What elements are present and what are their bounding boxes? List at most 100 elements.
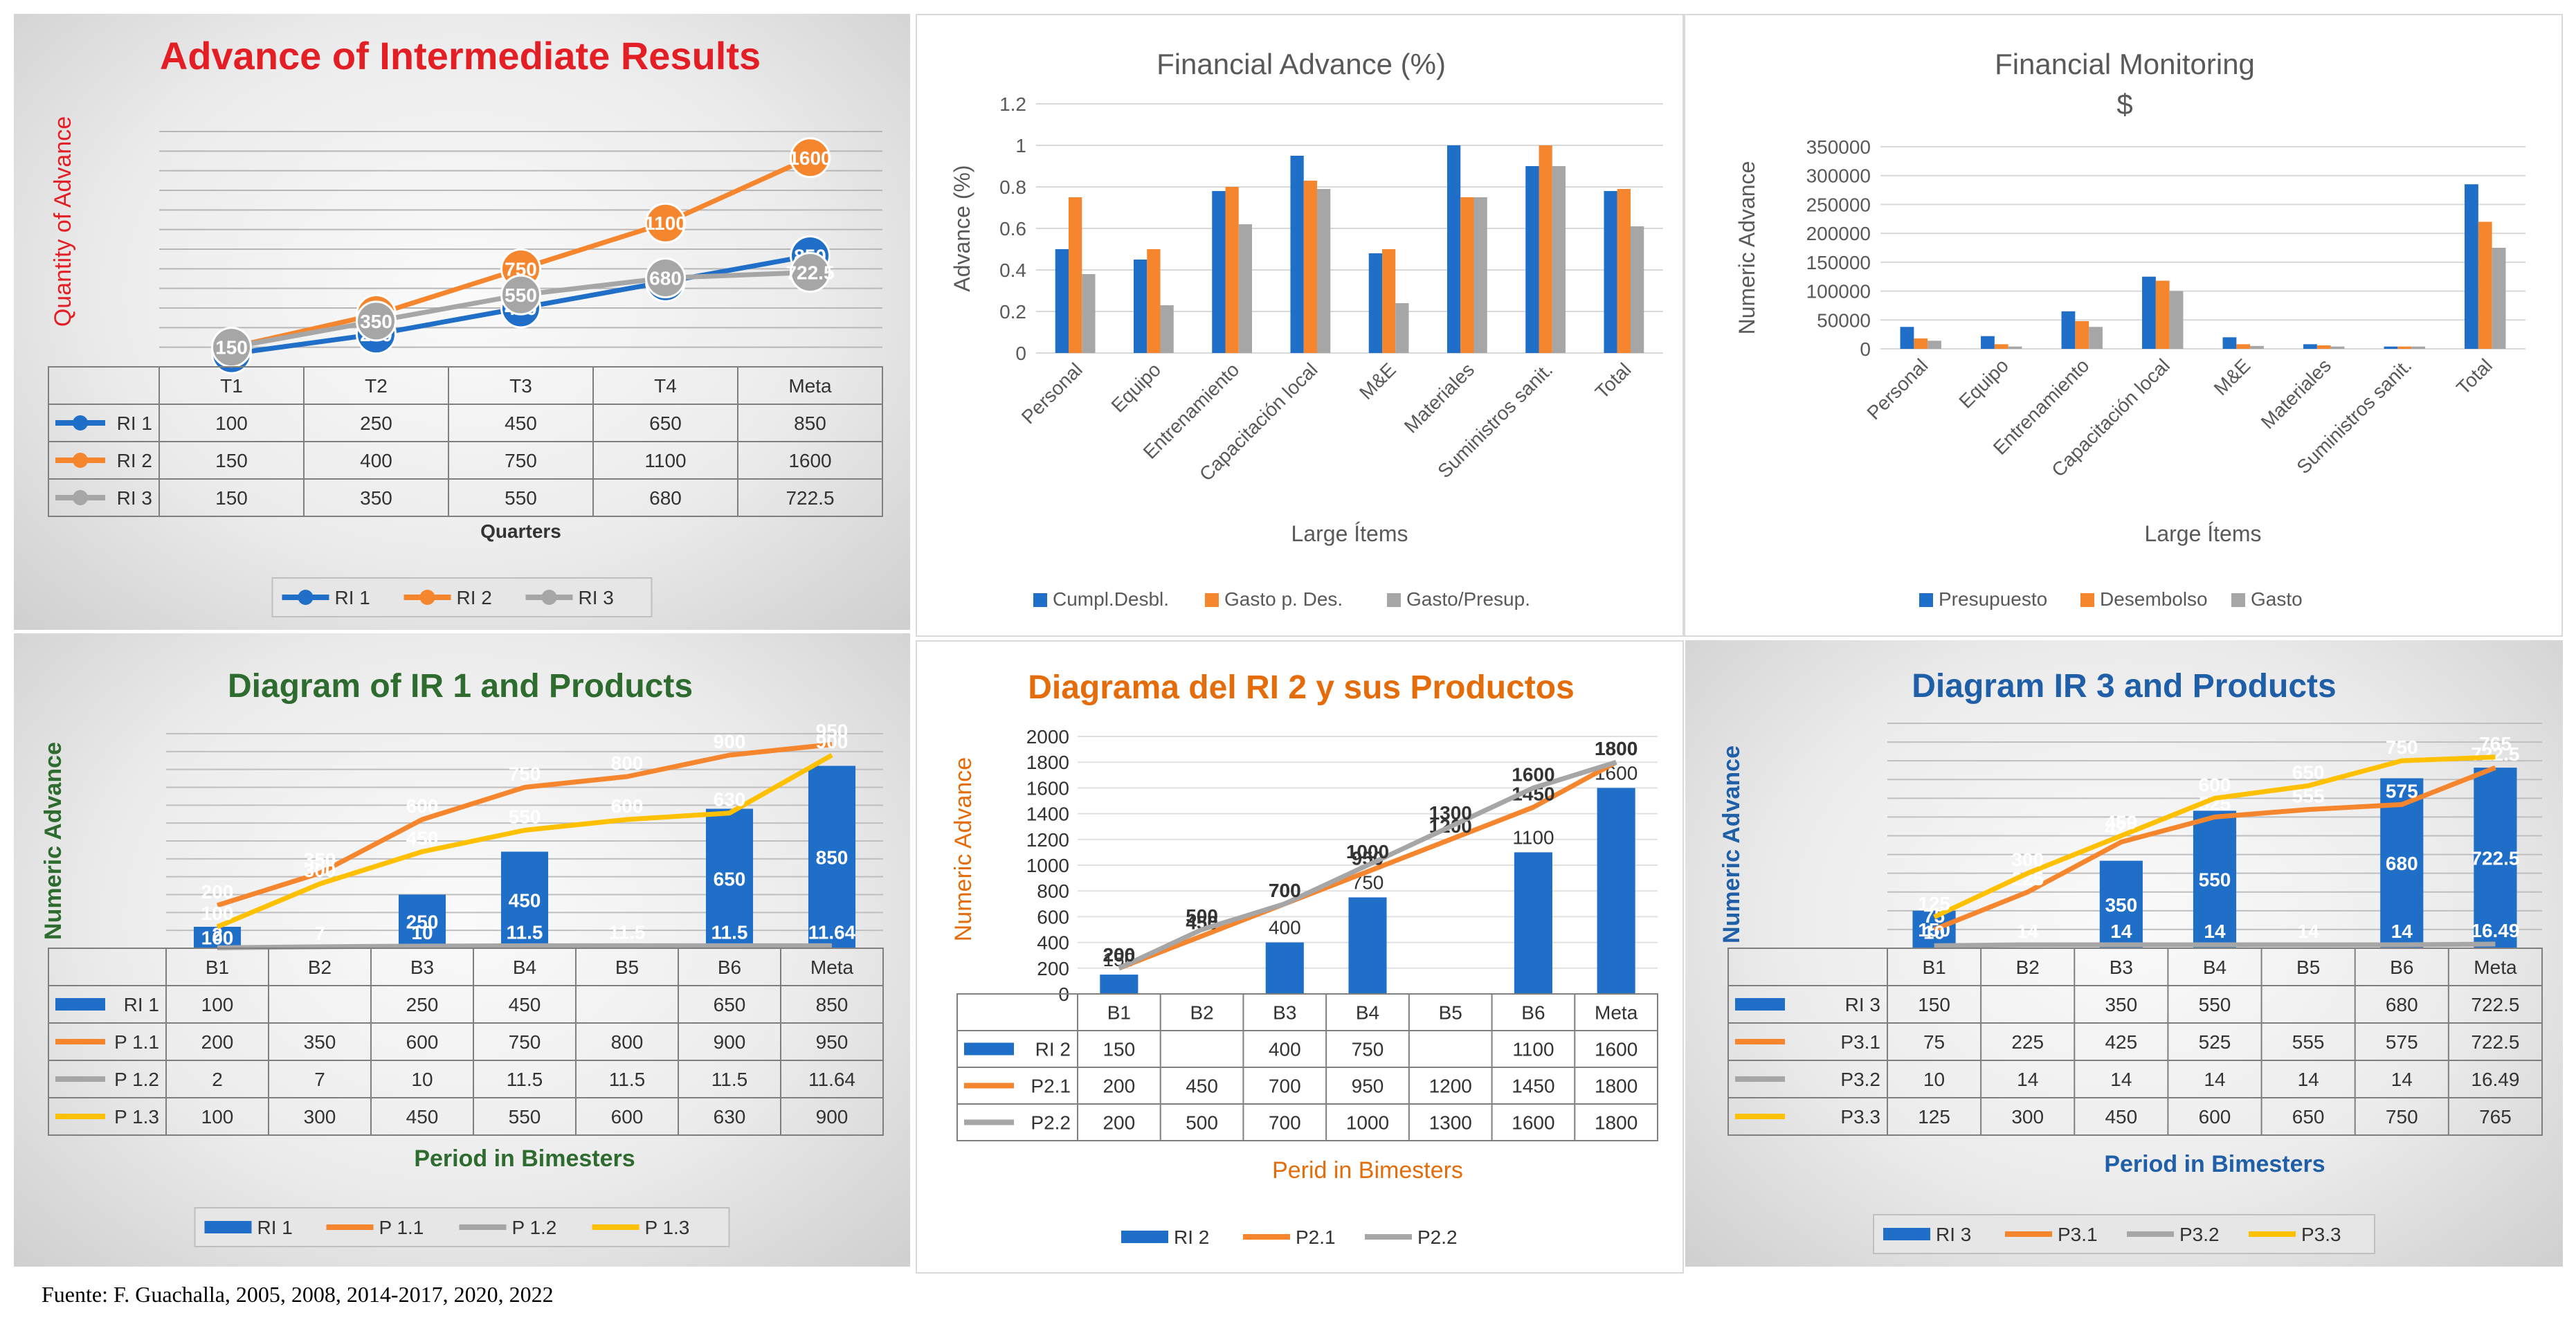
data-label: 1100 xyxy=(644,212,687,234)
y-axis-label: Numeric Advance xyxy=(1734,161,1759,335)
bar-ri-2 xyxy=(1348,897,1387,994)
p1-chart-svg: Advance of Intermediate Results 100 250 450… xyxy=(48,34,883,617)
point-marker xyxy=(645,257,686,299)
table-cell: 1300 xyxy=(1429,1112,1472,1134)
line-p3-1 xyxy=(1933,765,2496,932)
data-label: 450 xyxy=(509,889,541,911)
source-note: Fuente: F. Guachalla, 2005, 2008, 2014-2… xyxy=(42,1282,554,1307)
table-series-name: RI 1 xyxy=(117,413,152,434)
table-cell: 10 xyxy=(411,1069,433,1090)
table-series-name: P3.1 xyxy=(1840,1031,1880,1053)
bar-gasto-p-des- xyxy=(1460,197,1474,353)
legend-swatch xyxy=(204,1221,252,1233)
bar-gasto-p-des- xyxy=(1225,187,1239,353)
bar-gasto-presup- xyxy=(1082,274,1096,353)
y-tick-label: 200000 xyxy=(1806,223,1871,244)
table-cell: 425 xyxy=(2105,1031,2137,1053)
table-cell: 555 xyxy=(2292,1031,2325,1053)
legend-label: P2.1 xyxy=(1296,1226,1336,1248)
bar-gasto-p-des- xyxy=(1381,249,1396,353)
table-cell: 1100 xyxy=(1512,1039,1554,1060)
data-label: 200 xyxy=(1103,944,1135,966)
y-tick-label: 2000 xyxy=(1026,726,1069,748)
x-tick-label: B5 xyxy=(615,957,639,978)
table-cell: 650 xyxy=(649,413,682,434)
data-label: 722.5 xyxy=(2471,848,2519,869)
line-p-1-3 xyxy=(216,752,833,930)
data-label: 1800 xyxy=(1595,738,1638,759)
legend-label: Desembolso xyxy=(2100,588,2208,610)
x-tick-label: M&E xyxy=(2210,354,2255,399)
chart-panel-diagram-ir3: Diagram IR 3 and Products 150 350 550 680 722… xyxy=(1685,640,2563,1267)
table-series-name: P 1.3 xyxy=(114,1106,159,1128)
y-tick-label: 0.6 xyxy=(999,218,1026,239)
data-label: 900 xyxy=(816,731,849,752)
bar-cumpl-desbl- xyxy=(1133,260,1148,353)
data-label: 680 xyxy=(649,268,682,289)
legend-label: Gasto p. Des. xyxy=(1224,588,1343,610)
table-cell: 150 xyxy=(215,450,248,471)
data-label: 600 xyxy=(611,795,644,817)
chart-title: Financial Monitoring xyxy=(1995,48,2255,80)
data-label: 680 xyxy=(2386,853,2418,874)
y-tick-label: 1 xyxy=(1015,135,1026,156)
data-label: 100 xyxy=(201,927,234,949)
data-label: 750 xyxy=(2386,736,2418,758)
data-label: 11.5 xyxy=(711,921,748,943)
data-label: 750 xyxy=(509,763,541,785)
table-cell: 200 xyxy=(1103,1076,1135,1097)
table-cell: 680 xyxy=(2386,994,2418,1015)
table-cell: 650 xyxy=(2292,1106,2325,1128)
bar-gasto xyxy=(2250,345,2264,349)
data-label: 850 xyxy=(816,846,849,868)
legend-label: RI 2 xyxy=(457,587,492,608)
x-tick-label: Meta xyxy=(788,375,832,397)
table-legend-key xyxy=(55,998,105,1011)
bar-desembolso xyxy=(1914,338,1928,349)
data-label: 11.64 xyxy=(808,921,856,943)
table-cell: 950 xyxy=(816,1031,849,1053)
table-cell: 150 xyxy=(1103,1039,1135,1060)
bar-desembolso xyxy=(2478,221,2492,349)
table-series-name: P 1.2 xyxy=(114,1069,159,1090)
x-axis-label: Large Ítems xyxy=(2145,521,2262,546)
table-cell: 600 xyxy=(611,1106,644,1128)
data-label: 600 xyxy=(2199,774,2231,795)
x-tick-label: Total xyxy=(1591,359,1635,403)
table-cell: 300 xyxy=(304,1106,336,1128)
x-axis-label: Period in Bimesters xyxy=(414,1146,635,1172)
x-tick-label: B2 xyxy=(1190,1002,1213,1024)
data-label: 900 xyxy=(714,731,746,752)
legend-swatch xyxy=(2080,593,2094,607)
bar-gasto-presup- xyxy=(1317,189,1331,353)
table-cell: 11.64 xyxy=(808,1069,855,1090)
chart-title: Advance of Intermediate Results xyxy=(160,34,761,78)
table-series-name: RI 3 xyxy=(117,487,152,509)
table-cell: 250 xyxy=(360,413,392,434)
legend-swatch xyxy=(1387,593,1401,607)
point-marker xyxy=(790,252,831,293)
chart-title: Diagram of IR 1 and Products xyxy=(228,668,693,705)
data-label: 14 xyxy=(2204,921,2226,942)
table-cell: 850 xyxy=(816,994,849,1015)
x-axis-label: Quarters xyxy=(480,520,561,542)
data-label: 100 xyxy=(201,903,234,924)
data-label: 300 xyxy=(2011,849,2044,871)
legend-swatch xyxy=(2231,593,2245,607)
table-cell: 850 xyxy=(794,413,826,434)
table-cell: 600 xyxy=(406,1031,439,1053)
x-tick-label: T1 xyxy=(220,375,243,397)
legend-swatch xyxy=(1033,593,1047,607)
x-tick-label: B1 xyxy=(1107,1002,1131,1024)
table-series-name: RI 2 xyxy=(1035,1039,1071,1060)
table-cell: 16.49 xyxy=(2471,1069,2519,1090)
bar-ri-3 xyxy=(1912,910,1956,948)
table-cell: 7 xyxy=(314,1069,325,1090)
bar-gasto-presup- xyxy=(1631,226,1644,353)
table-legend-marker xyxy=(73,415,88,431)
table-cell: 550 xyxy=(509,1106,541,1128)
table-cell: 200 xyxy=(1103,1112,1135,1134)
data-label: 16.49 xyxy=(2471,920,2519,941)
bar-desembolso xyxy=(2236,344,2251,349)
table-legend-key xyxy=(1735,998,1785,1011)
